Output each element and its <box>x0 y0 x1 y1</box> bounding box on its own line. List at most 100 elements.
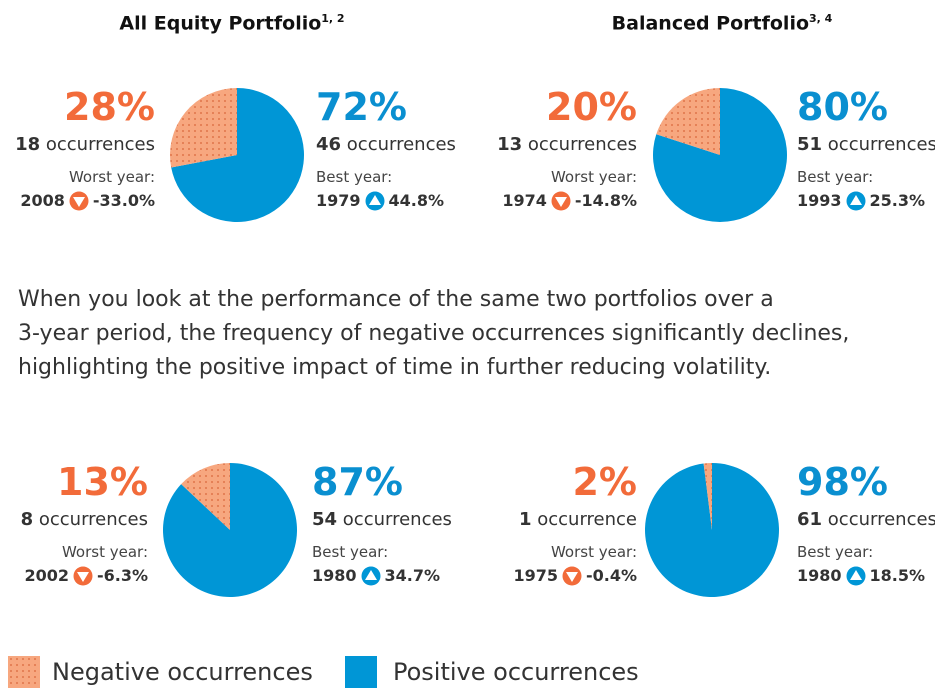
return: 25.3% <box>869 191 926 210</box>
occurrences: 61 occurrences <box>797 508 935 532</box>
down-icon <box>562 566 582 586</box>
percent-label: 28% <box>64 85 155 129</box>
icon-triangle <box>849 570 862 580</box>
pie-slice <box>181 463 230 530</box>
occurrence-count: 13 <box>497 134 523 155</box>
year: 1980 <box>797 566 842 585</box>
occurrence-word: occurrences <box>45 134 155 155</box>
year-return: 1980 34.7% <box>312 565 440 587</box>
icon-triangle <box>76 572 89 582</box>
icon-triangle <box>565 572 578 582</box>
year: 1975 <box>513 566 558 585</box>
pie <box>162 463 297 597</box>
year: 2008 <box>20 191 65 210</box>
occurrences: 13 occurrences <box>497 133 637 157</box>
legend-swatch-fill <box>8 656 40 688</box>
icon-triangle <box>364 570 377 580</box>
paragraph-line: When you look at the performance of the … <box>18 287 774 312</box>
pie-slice <box>171 88 304 223</box>
occurrences: 18 occurrences <box>15 133 155 157</box>
percent-label: 20% <box>546 85 637 129</box>
legend-swatch <box>345 656 377 688</box>
up-icon <box>846 566 866 586</box>
year: 1993 <box>797 191 842 210</box>
legend-swatch <box>8 656 40 688</box>
year-label: Best year: <box>312 543 389 561</box>
percent-label: 13% <box>57 460 148 504</box>
year-return: 1974 -14.8% <box>502 190 637 212</box>
return: -14.8% <box>574 191 637 210</box>
year-label: Best year: <box>316 168 393 186</box>
year: 1979 <box>316 191 361 210</box>
year-label: Worst year: <box>68 168 155 186</box>
heading-note: 1, 2 <box>321 12 345 25</box>
up-icon <box>361 566 381 586</box>
occurrence-count: 1 <box>518 509 532 530</box>
heading-note: 3, 4 <box>809 12 833 25</box>
pie-slice <box>656 88 720 155</box>
occurrence-word: occurrences <box>827 134 935 155</box>
percent-label: 87% <box>312 460 403 504</box>
icon-triangle <box>72 197 85 207</box>
down-icon <box>73 566 93 586</box>
year-label: Best year: <box>797 543 874 561</box>
occurrence-count: 51 <box>797 134 823 155</box>
occurrence-word: occurrences <box>38 509 148 530</box>
up-icon <box>365 191 385 211</box>
year-return: 1993 25.3% <box>797 190 925 212</box>
icon-triangle <box>554 197 567 207</box>
heading-text: All Equity Portfolio <box>119 12 322 35</box>
down-icon <box>551 191 571 211</box>
occurrence-count: 46 <box>316 134 342 155</box>
year: 2002 <box>24 566 69 585</box>
percent-label: 80% <box>797 85 888 129</box>
year: 1980 <box>312 566 357 585</box>
year-label: Worst year: <box>550 543 637 561</box>
occurrences: 8 occurrences <box>21 508 148 532</box>
heading-text: Balanced Portfolio <box>611 12 810 35</box>
year: 1974 <box>502 191 547 210</box>
year-return: 2002 -6.3% <box>24 565 148 587</box>
legend-swatch-fill <box>345 656 377 688</box>
heading: All Equity Portfolio1, 2 <box>119 12 344 34</box>
occurrences: 51 occurrences <box>797 133 935 157</box>
icon-triangle <box>849 195 862 205</box>
pie-slice <box>703 463 712 530</box>
year-label: Worst year: <box>61 543 148 561</box>
occurrence-word: occurrences <box>827 509 935 530</box>
occurrence-word: occurrences <box>346 134 456 155</box>
legend-label: Positive occurrences <box>393 658 639 686</box>
year-return: 1979 44.8% <box>316 190 444 212</box>
percent-label: 72% <box>316 85 407 129</box>
occurrence-word: occurrence <box>537 509 637 530</box>
return: 44.8% <box>388 191 445 210</box>
icon-triangle <box>368 195 381 205</box>
paragraph-line: 3-year period, the frequency of negative… <box>18 321 850 346</box>
occurrence-count: 8 <box>20 509 34 530</box>
occurrences: 46 occurrences <box>316 133 456 157</box>
return: -6.3% <box>96 566 148 585</box>
year-return: 1980 18.5% <box>797 565 925 587</box>
year-return: 2008 -33.0% <box>20 190 155 212</box>
pie-slice <box>170 88 237 168</box>
pie-slice <box>162 463 297 597</box>
down-icon <box>69 191 89 211</box>
heading: Balanced Portfolio3, 4 <box>612 12 833 34</box>
occurrence-count: 54 <box>312 509 338 530</box>
paragraph-line: highlighting the positive impact of time… <box>18 355 772 380</box>
occurrence-count: 18 <box>15 134 41 155</box>
occurrence-count: 61 <box>797 509 823 530</box>
occurrences: 1 occurrence <box>519 508 637 532</box>
percent-label: 2% <box>572 460 637 504</box>
return: -0.4% <box>585 566 637 585</box>
year-label: Worst year: <box>550 168 637 186</box>
percent-label: 98% <box>797 460 888 504</box>
return: 18.5% <box>869 566 926 585</box>
year-return: 1975 -0.4% <box>513 565 637 587</box>
pie <box>170 88 304 223</box>
return: -33.0% <box>92 191 155 210</box>
occurrence-word: occurrences <box>342 509 452 530</box>
pie <box>653 88 787 222</box>
occurrences: 54 occurrences <box>312 508 452 532</box>
